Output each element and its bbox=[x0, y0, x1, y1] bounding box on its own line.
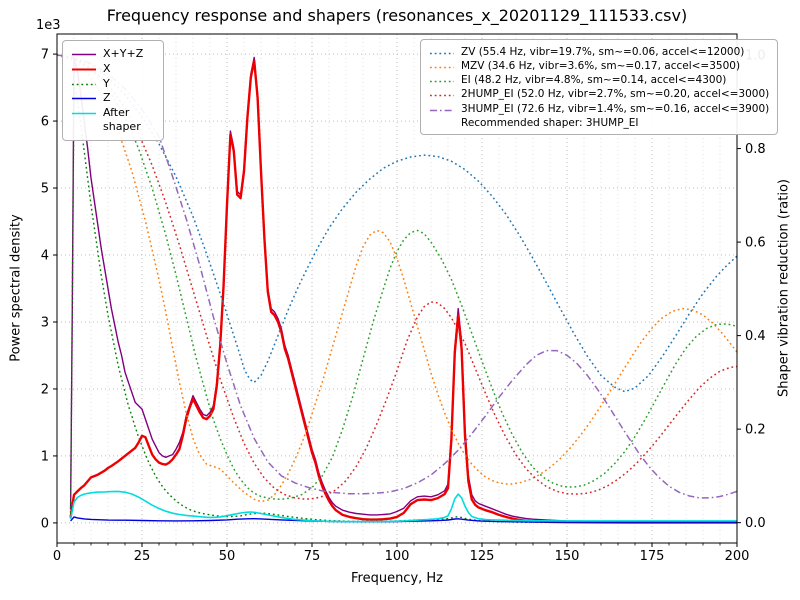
series-y bbox=[69, 83, 737, 524]
y-left-tick-label: 7 bbox=[41, 48, 49, 63]
shaper-legend: ZV (55.4 Hz, vibr=19.7%, sm~=0.06, accel… bbox=[420, 39, 779, 135]
x-tick-label: 125 bbox=[470, 549, 495, 564]
legend-item: Z bbox=[71, 91, 155, 105]
x-tick-label: 50 bbox=[219, 549, 236, 564]
legend-item: MZV (34.6 Hz, vibr=3.6%, sm~=0.17, accel… bbox=[429, 60, 769, 73]
legend-item: 2HUMP_EI (52.0 Hz, vibr=2.7%, sm~=0.20, … bbox=[429, 88, 769, 101]
legend-label: X+Y+Z bbox=[103, 47, 144, 60]
legend-label: 2HUMP_EI (52.0 Hz, vibr=2.7%, sm~=0.20, … bbox=[461, 88, 770, 101]
legend-item: 3HUMP_EI (72.6 Hz, vibr=1.4%, sm~=0.16, … bbox=[429, 103, 769, 116]
y-right-tick-label: 0.8 bbox=[745, 142, 766, 157]
y-left-tick-label: 3 bbox=[41, 315, 49, 330]
legend-label: After shaper bbox=[103, 106, 141, 133]
series-after-shaper bbox=[69, 490, 737, 523]
series-2hump-ei bbox=[57, 54, 737, 501]
legend-label: Y bbox=[103, 76, 110, 90]
x-tick-label: 100 bbox=[385, 549, 410, 564]
x-tick-label: 0 bbox=[53, 549, 61, 564]
2hump-ei-legend-line bbox=[430, 95, 454, 97]
series-group bbox=[57, 54, 737, 524]
series-zv bbox=[57, 54, 737, 393]
axis-scale-offset-text: 1e3 bbox=[36, 18, 61, 33]
z-legend-line bbox=[72, 98, 96, 100]
3hump-ei-legend-line bbox=[430, 109, 454, 111]
y-left-tick-label: 0 bbox=[41, 516, 49, 531]
y-legend-line bbox=[72, 83, 96, 85]
mzv-legend-line bbox=[430, 66, 454, 69]
x-tick-label: 25 bbox=[134, 549, 151, 564]
after-shaper-legend-line bbox=[72, 112, 96, 115]
y-left-tick-label: 2 bbox=[41, 382, 49, 397]
x-legend-line bbox=[72, 68, 96, 71]
series-3hump-ei bbox=[57, 54, 737, 499]
x-tick-label: 175 bbox=[640, 549, 665, 564]
x-tick-label: 200 bbox=[725, 549, 750, 564]
y-left-tick-label: 4 bbox=[41, 249, 49, 264]
legend-label: 3HUMP_EI (72.6 Hz, vibr=1.4%, sm~=0.16, … bbox=[461, 102, 770, 115]
legend-label: EI (48.2 Hz, vibr=4.8%, sm~=0.14, accel<… bbox=[461, 74, 727, 87]
y-right-tick-label: 0.6 bbox=[745, 236, 766, 251]
zv-legend-line bbox=[430, 52, 454, 55]
legend-label: ZV (55.4 Hz, vibr=19.7%, sm~=0.06, accel… bbox=[461, 46, 745, 58]
legend-item: After shaper bbox=[71, 106, 155, 134]
y-right-tick-label: 0.0 bbox=[745, 516, 766, 531]
y-left-tick-label: 6 bbox=[41, 115, 49, 130]
series-ei bbox=[57, 54, 737, 501]
x-y-z-legend-line bbox=[72, 53, 96, 56]
psd-legend: X+Y+Z X Y Z After shaper bbox=[62, 40, 164, 141]
recommended-shaper-note: Recommended shaper: 3HUMP_EI bbox=[461, 116, 639, 129]
chart-title: Frequency response and shapers (resonanc… bbox=[106, 6, 688, 25]
legend-label: Z bbox=[103, 91, 111, 105]
y-right-tick-label: 0.2 bbox=[745, 423, 766, 438]
y-left-tick-label: 1 bbox=[41, 449, 49, 464]
x-tick-label: 75 bbox=[304, 549, 321, 564]
legend-item: EI (48.2 Hz, vibr=4.8%, sm~=0.14, accel<… bbox=[429, 74, 769, 87]
ei-legend-line bbox=[430, 81, 454, 83]
x-tick-label: 150 bbox=[555, 549, 580, 564]
x-axis-label: Frequency, Hz bbox=[350, 571, 444, 586]
legend-item: X bbox=[71, 62, 155, 76]
series-mzv bbox=[57, 54, 737, 503]
legend-label: MZV (34.6 Hz, vibr=3.6%, sm~=0.17, accel… bbox=[461, 60, 741, 73]
legend-item: ZV (55.4 Hz, vibr=19.7%, sm~=0.06, accel… bbox=[429, 46, 769, 59]
y-right-tick-label: 0.4 bbox=[745, 329, 766, 344]
series-x bbox=[69, 59, 737, 524]
legend-item: Y bbox=[71, 77, 155, 91]
y-left-tick-label: 5 bbox=[41, 182, 49, 197]
legend-item: X+Y+Z bbox=[71, 47, 155, 61]
legend-label: X bbox=[103, 61, 111, 75]
